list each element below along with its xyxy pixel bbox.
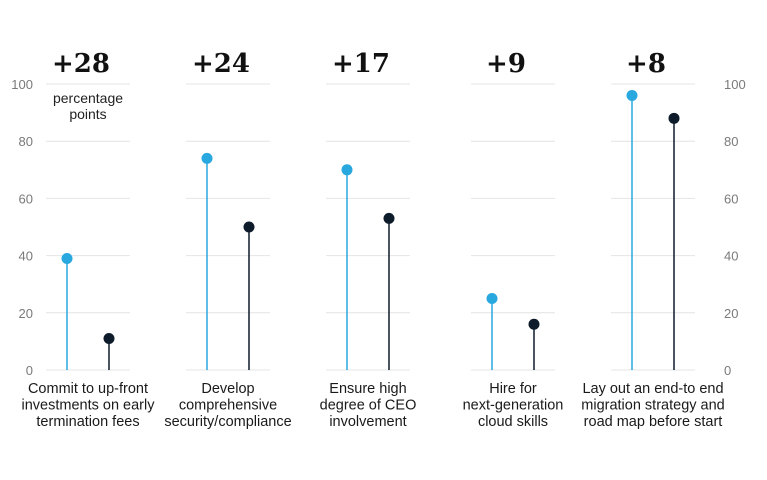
category-label: Hire for	[489, 381, 537, 397]
y-tick-label-left: 100	[11, 77, 33, 92]
y-tick-label-right: 0	[724, 363, 731, 378]
category-label: investments on early	[22, 398, 156, 414]
y-tick-label-right: 100	[724, 77, 746, 92]
category-label: involvement	[329, 414, 406, 430]
y-tick-label-left: 80	[19, 134, 33, 149]
difference-label: +8	[626, 49, 666, 79]
y-tick-label-left: 60	[19, 191, 33, 206]
category-label: Commit to up-front	[28, 381, 148, 397]
point-series-b	[243, 221, 255, 233]
category-label: Lay out an end-to end	[582, 381, 723, 397]
difference-label: +28	[52, 49, 110, 79]
point-series-a	[341, 164, 353, 176]
unit-label: points	[69, 106, 106, 122]
y-tick-label-left: 20	[19, 306, 33, 321]
category-label: security/compliance	[164, 414, 291, 430]
category-label: migration strategy and	[581, 398, 724, 414]
category-label: road map before start	[584, 414, 723, 430]
point-series-b	[528, 318, 540, 330]
category-label: Ensure high	[329, 381, 406, 397]
point-series-a	[486, 293, 498, 304]
point-series-b	[383, 212, 395, 224]
y-tick-label-right: 40	[724, 249, 738, 264]
point-series-b	[668, 112, 680, 124]
category-label: Develop	[201, 381, 254, 397]
point-series-a	[61, 252, 73, 264]
unit-label: percentage	[53, 90, 123, 106]
y-tick-label-right: 80	[724, 134, 738, 149]
category-label: comprehensive	[179, 398, 277, 414]
point-series-a	[201, 152, 213, 164]
difference-label: +9	[486, 49, 526, 79]
difference-label: +24	[192, 49, 250, 79]
category-label: cloud skills	[478, 414, 548, 430]
point-series-a	[626, 89, 638, 101]
y-tick-label-right: 20	[724, 306, 738, 321]
category-label: next-generation	[463, 398, 564, 414]
y-tick-label-right: 60	[724, 191, 738, 206]
category-label: termination fees	[36, 414, 139, 430]
difference-label: +17	[332, 49, 390, 79]
point-series-b	[103, 333, 115, 345]
category-label: degree of CEO	[320, 398, 417, 414]
y-tick-label-left: 0	[26, 363, 33, 378]
y-tick-label-left: 40	[19, 249, 33, 264]
